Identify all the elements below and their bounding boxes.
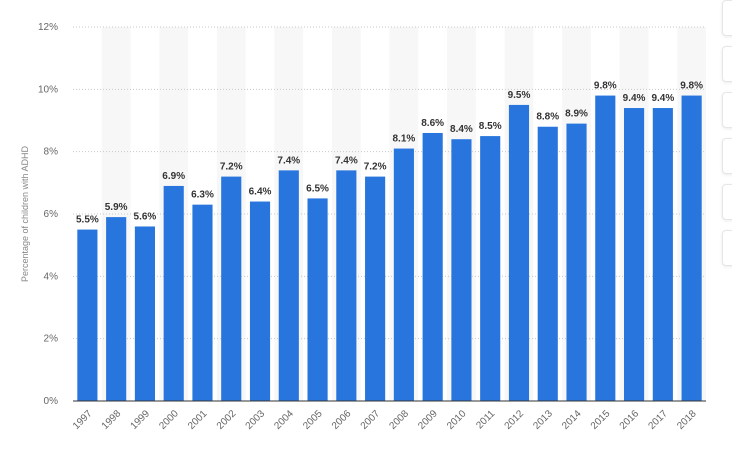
data-label-2007: 7.2% <box>364 162 387 173</box>
y-tick-label: 0% <box>44 396 59 407</box>
data-label-2008: 8.1% <box>392 134 415 145</box>
data-labels: 5.5% 5.9% 5.6% 6.9% 6.3% 7.2% 6.4% 7.4% 6.5% 7.4%… <box>76 81 703 226</box>
data-label-2003: 6.4% <box>249 187 272 198</box>
x-tick-label-2013: 2013 <box>531 408 555 432</box>
bar-2017[interactable] <box>652 108 673 402</box>
y-axis-title: Percentage of children with ADHD <box>20 145 30 282</box>
y-tick-label: 6% <box>44 209 59 220</box>
bar-2001[interactable] <box>192 204 213 401</box>
data-label-2001: 6.3% <box>191 190 214 201</box>
x-axis-ticks: 1997 1998 1999 2000 2001 2002 2003 2004 2005 2006… <box>71 408 699 432</box>
data-label-2016: 9.4% <box>623 93 646 104</box>
y-axis-ticks: 0% 2% 4% 6% 8% 10% 12% <box>38 22 58 407</box>
data-label-2004: 7.4% <box>277 155 300 166</box>
bar-2005[interactable] <box>307 198 328 401</box>
bar-2004[interactable] <box>278 170 299 401</box>
y-tick-label: 8% <box>44 147 59 158</box>
bar-2016[interactable] <box>623 108 645 402</box>
x-tick-label-2005: 2005 <box>301 408 325 432</box>
bar-2011[interactable] <box>480 136 501 402</box>
bar-2012[interactable] <box>508 104 530 402</box>
bar-2009[interactable] <box>422 132 443 401</box>
x-tick-label-2010: 2010 <box>445 408 469 432</box>
y-tick-label: 12% <box>38 22 58 33</box>
x-tick-label-1999: 1999 <box>129 408 153 432</box>
x-tick-label-2015: 2015 <box>589 408 613 432</box>
x-tick-label-2009: 2009 <box>416 408 440 432</box>
x-tick-label-2014: 2014 <box>560 408 584 432</box>
data-label-2000: 6.9% <box>162 171 185 182</box>
x-tick-label-2006: 2006 <box>330 408 354 432</box>
bar-2018[interactable] <box>681 95 702 402</box>
data-label-2011: 8.5% <box>479 121 502 132</box>
x-tick-label-2001: 2001 <box>186 408 210 432</box>
x-tick-label-2012: 2012 <box>503 408 527 432</box>
x-tick-label-1998: 1998 <box>100 408 124 432</box>
side-toolbar-button[interactable] <box>722 184 732 220</box>
bar-2006[interactable] <box>336 170 357 401</box>
x-tick-label-2017: 2017 <box>646 408 670 432</box>
bar-2000[interactable] <box>163 185 184 401</box>
data-label-1999: 5.6% <box>134 211 157 222</box>
bar-2015[interactable] <box>595 95 616 402</box>
data-label-2017: 9.4% <box>651 93 674 104</box>
data-label-2010: 8.4% <box>450 124 473 135</box>
bars <box>77 95 702 402</box>
x-tick-label-2002: 2002 <box>215 408 239 432</box>
y-tick-label: 4% <box>44 271 59 282</box>
x-tick-label-2007: 2007 <box>359 408 383 432</box>
side-toolbar <box>718 0 732 449</box>
data-label-2009: 8.6% <box>421 118 444 129</box>
x-tick-label-2008: 2008 <box>387 408 411 432</box>
data-label-2006: 7.4% <box>335 155 358 166</box>
side-toolbar-button[interactable] <box>722 0 732 36</box>
x-tick-label-2000: 2000 <box>157 408 181 432</box>
x-tick-label-2018: 2018 <box>675 408 699 432</box>
x-tick-label-2016: 2016 <box>618 408 642 432</box>
bar-2008[interactable] <box>393 148 414 401</box>
data-label-2013: 8.8% <box>536 112 559 123</box>
data-label-1998: 5.9% <box>105 202 128 213</box>
bar-2002[interactable] <box>221 176 242 401</box>
data-label-2012: 9.5% <box>508 90 531 101</box>
data-label-2014: 8.9% <box>565 109 588 120</box>
bar-2010[interactable] <box>451 139 472 401</box>
x-tick-label-2011: 2011 <box>474 408 497 431</box>
data-label-2005: 6.5% <box>306 183 329 194</box>
bar-1998[interactable] <box>106 217 127 401</box>
side-toolbar-button[interactable] <box>722 230 732 266</box>
x-tick-label-2003: 2003 <box>244 408 268 432</box>
side-toolbar-button[interactable] <box>722 92 732 128</box>
data-label-2015: 9.8% <box>594 81 617 92</box>
bar-2003[interactable] <box>249 201 271 401</box>
data-label-1997: 5.5% <box>76 215 99 226</box>
data-label-2002: 7.2% <box>220 162 243 173</box>
x-tick-label-1997: 1997 <box>71 408 95 432</box>
bar-1999[interactable] <box>134 226 156 401</box>
side-toolbar-button[interactable] <box>722 46 732 82</box>
bar-2013[interactable] <box>537 126 558 401</box>
y-tick-label: 2% <box>44 334 59 345</box>
bar-2014[interactable] <box>566 123 587 401</box>
bar-2007[interactable] <box>365 176 386 401</box>
side-toolbar-button[interactable] <box>722 138 732 174</box>
y-tick-label: 10% <box>38 84 58 95</box>
x-tick-label-2004: 2004 <box>272 408 296 432</box>
data-label-2018: 9.8% <box>680 81 703 92</box>
bar-1997[interactable] <box>77 229 98 401</box>
